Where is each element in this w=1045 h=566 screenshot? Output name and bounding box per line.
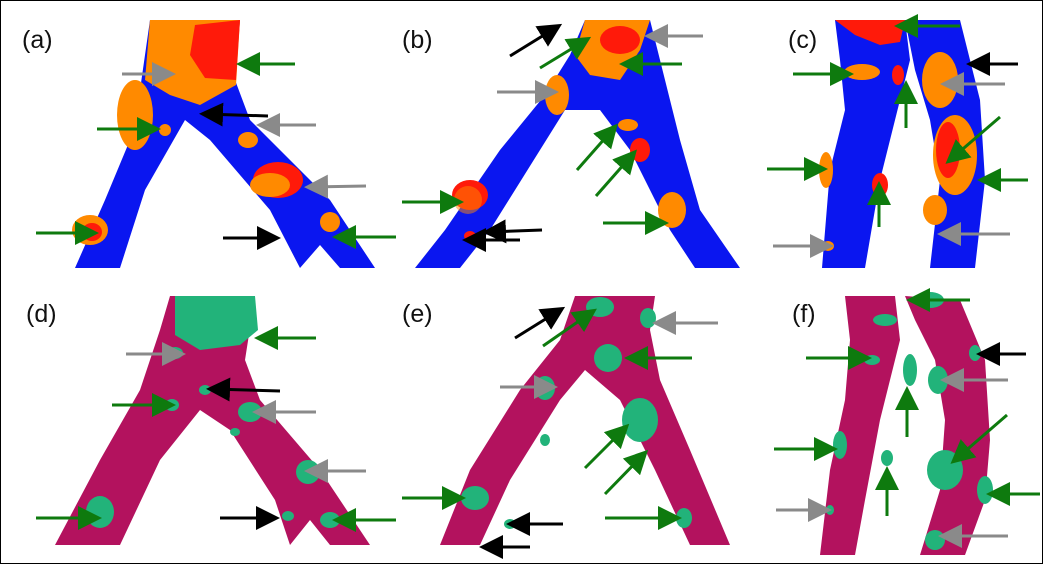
panel-a-arrows	[36, 52, 396, 250]
panel-e-image	[440, 296, 730, 545]
panel-b-image	[415, 20, 740, 268]
panel-c-image	[819, 20, 985, 268]
panel-d-image	[55, 296, 370, 545]
panel-d-arrows	[36, 326, 396, 532]
panel-f-arrows	[774, 288, 1040, 548]
panel-e-arrows	[402, 306, 718, 559]
panel-label-b: (b)	[402, 26, 433, 54]
panel-a-image	[72, 20, 375, 268]
panel-f-image	[820, 292, 993, 555]
panel-label-e: (e)	[402, 300, 433, 328]
panel-label-c: (c)	[788, 26, 818, 54]
panel-b-arrows	[402, 23, 703, 252]
panel-label-d: (d)	[26, 300, 57, 328]
panel-label-a: (a)	[22, 26, 53, 54]
panel-c-arrows	[767, 14, 1028, 258]
panel-label-f: (f)	[792, 300, 816, 328]
